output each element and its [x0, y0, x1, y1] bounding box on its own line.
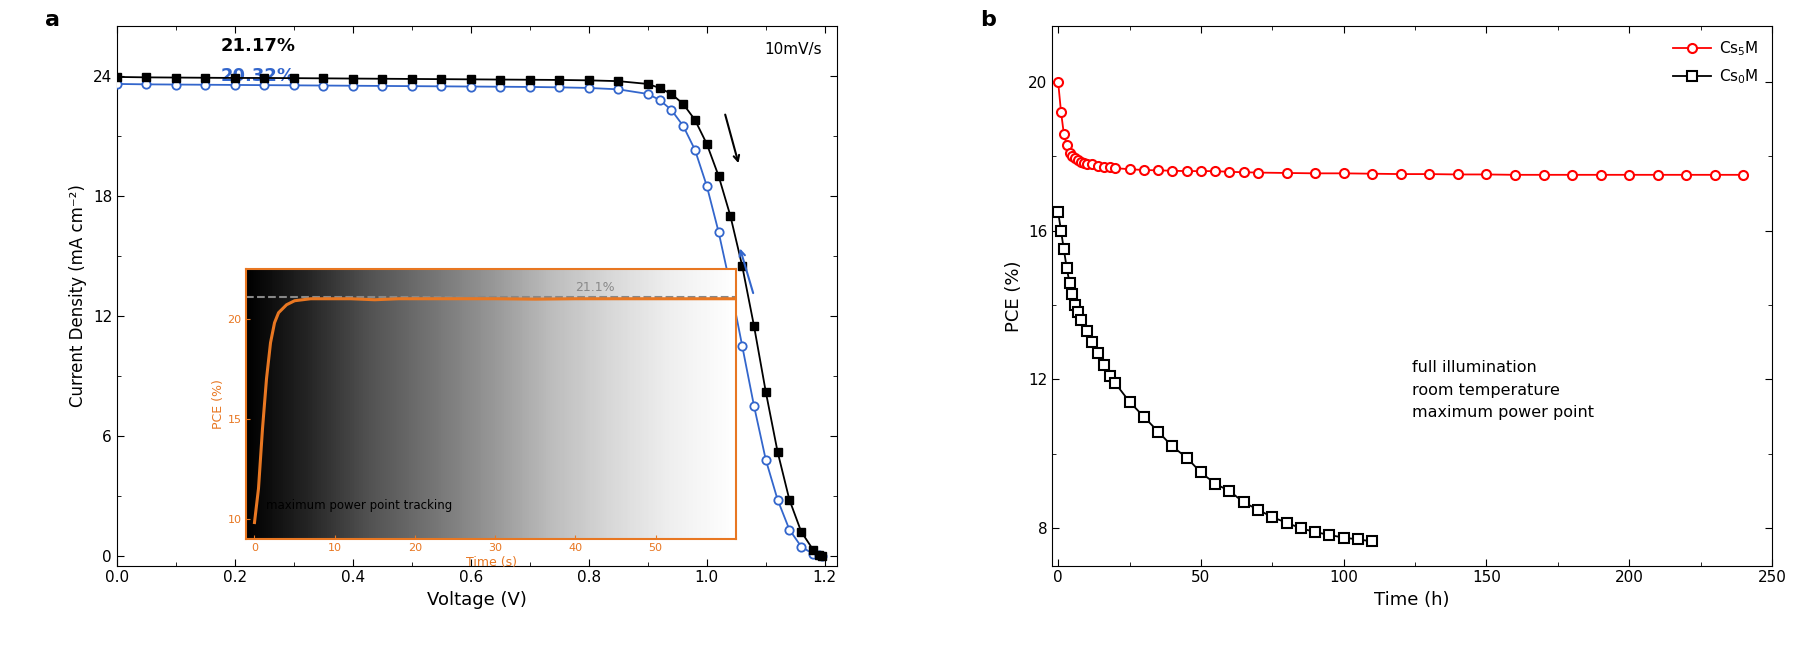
Cs$_0$M — [1332, 534, 1354, 541]
Cs$_0$M — [1217, 488, 1239, 495]
Cs$_0$M — [1059, 279, 1081, 287]
Cs$_5$M — [1064, 154, 1086, 162]
Cs$_5$M — [1070, 158, 1091, 166]
Cs$_5$M — [1446, 170, 1467, 178]
Cs$_0$M — [1086, 350, 1108, 358]
Cs$_0$M — [1203, 480, 1224, 488]
Cs$_5$M — [1589, 171, 1611, 179]
Cs$_5$M — [1561, 171, 1582, 179]
Y-axis label: Current Density (mA cm⁻²): Current Density (mA cm⁻²) — [70, 185, 88, 407]
Cs$_5$M — [1133, 166, 1154, 174]
Cs$_0$M — [1061, 290, 1082, 298]
Cs$_5$M — [1061, 152, 1082, 160]
Cs$_0$M — [1347, 536, 1368, 543]
Cs$_5$M — [1059, 149, 1081, 157]
Y-axis label: PCE (%): PCE (%) — [1003, 260, 1021, 332]
Cs$_0$M — [1070, 316, 1091, 324]
Cs$_0$M — [1052, 245, 1073, 253]
Cs$_5$M — [1246, 169, 1268, 177]
Cs$_0$M — [1046, 208, 1068, 216]
Cs$_0$M — [1318, 531, 1340, 539]
X-axis label: Time (h): Time (h) — [1374, 591, 1449, 609]
Cs$_0$M — [1093, 361, 1115, 369]
Text: b: b — [980, 10, 996, 30]
Cs$_0$M — [1361, 538, 1383, 545]
Cs$_5$M — [1674, 171, 1696, 179]
Cs$_5$M — [1232, 168, 1253, 176]
Cs$_5$M — [1503, 171, 1525, 179]
Cs$_5$M — [1419, 170, 1440, 178]
Cs$_0$M — [1099, 372, 1120, 380]
Cs$_0$M — [1289, 525, 1311, 532]
Cs$_5$M — [1050, 108, 1072, 116]
Cs$_0$M — [1133, 413, 1154, 421]
Cs$_5$M — [1086, 162, 1108, 170]
Cs$_5$M — [1304, 170, 1325, 177]
Text: 10mV/s: 10mV/s — [764, 42, 822, 57]
Cs$_5$M — [1474, 170, 1496, 178]
Cs$_5$M — [1176, 167, 1197, 175]
Cs$_0$M — [1118, 398, 1140, 406]
Cs$_5$M — [1390, 170, 1411, 178]
Cs$_0$M — [1246, 506, 1268, 514]
Text: 21.17%: 21.17% — [219, 37, 295, 55]
Cs$_0$M — [1147, 428, 1169, 436]
Cs$_5$M — [1046, 78, 1068, 86]
Legend: Cs$_5$M, Cs$_0$M: Cs$_5$M, Cs$_0$M — [1665, 34, 1764, 92]
Cs$_0$M — [1275, 519, 1296, 526]
Cs$_0$M — [1190, 469, 1212, 476]
Cs$_0$M — [1081, 339, 1102, 346]
Cs$_5$M — [1275, 169, 1296, 177]
Cs$_5$M — [1066, 156, 1088, 164]
Cs$_5$M — [1532, 171, 1553, 179]
Cs$_5$M — [1703, 171, 1724, 179]
Cs$_5$M — [1731, 171, 1753, 179]
Cs$_0$M — [1066, 309, 1088, 317]
Text: a: a — [45, 10, 59, 30]
Cs$_5$M — [1118, 165, 1140, 173]
Cs$_0$M — [1050, 227, 1072, 235]
Cs$_0$M — [1260, 514, 1282, 521]
Cs$_5$M — [1147, 166, 1169, 174]
Cs$_5$M — [1093, 162, 1115, 170]
Cs$_0$M — [1304, 528, 1325, 536]
Cs$_0$M — [1075, 327, 1097, 335]
Cs$_5$M — [1081, 161, 1102, 168]
Cs$_0$M — [1055, 264, 1077, 272]
Text: full illumination
room temperature
maximum power point: full illumination room temperature maxim… — [1411, 361, 1593, 420]
Cs$_5$M — [1072, 159, 1093, 167]
Cs$_5$M — [1361, 170, 1383, 177]
Cs$_0$M — [1232, 499, 1253, 506]
X-axis label: Voltage (V): Voltage (V) — [426, 591, 527, 609]
Cs$_5$M — [1190, 167, 1212, 175]
Cs$_0$M — [1064, 301, 1086, 309]
Cs$_5$M — [1104, 164, 1126, 172]
Cs$_5$M — [1647, 171, 1669, 179]
Cs$_5$M — [1099, 164, 1120, 172]
Cs$_5$M — [1052, 130, 1073, 138]
Cs$_5$M — [1203, 167, 1224, 175]
Cs$_5$M — [1332, 170, 1354, 177]
Cs$_5$M — [1618, 171, 1640, 179]
Cs$_0$M — [1104, 380, 1126, 387]
Cs$_0$M — [1176, 454, 1197, 462]
Text: 20.32%: 20.32% — [219, 67, 295, 85]
Cs$_5$M — [1162, 167, 1183, 175]
Cs$_5$M — [1055, 141, 1077, 149]
Cs$_5$M — [1075, 160, 1097, 168]
Line: Cs$_5$M: Cs$_5$M — [1054, 77, 1748, 179]
Line: Cs$_0$M: Cs$_0$M — [1054, 207, 1375, 546]
Cs$_5$M — [1217, 168, 1239, 176]
Cs$_0$M — [1162, 443, 1183, 450]
